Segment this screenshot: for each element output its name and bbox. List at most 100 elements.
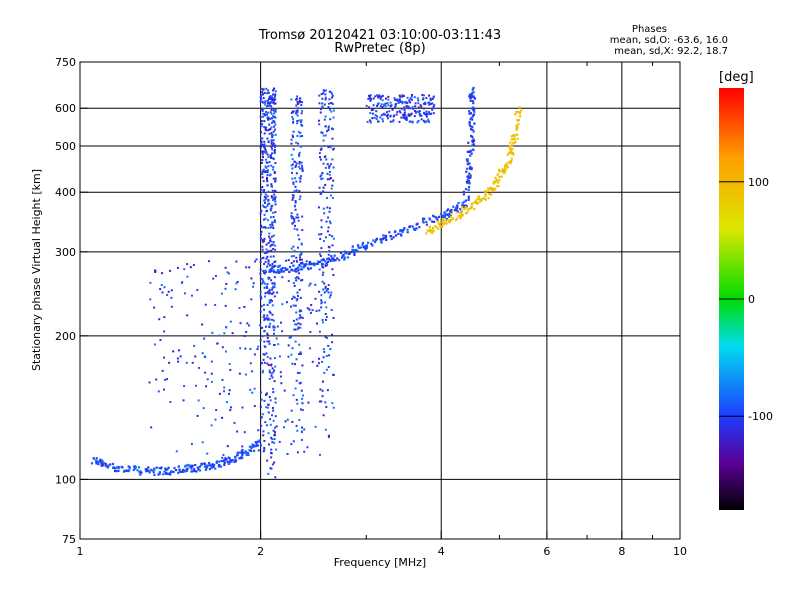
data-point [253,353,256,356]
data-point [272,255,275,258]
data-point [461,206,464,209]
data-point [331,257,334,260]
data-point [299,195,302,198]
data-point [457,201,460,205]
data-point [471,125,474,128]
data-point [290,111,293,114]
data-point [280,270,283,273]
data-point [328,258,331,261]
data-point [477,195,480,198]
colorbar-tick-label: -100 [748,410,773,423]
data-point [262,115,265,118]
data-point [517,123,520,126]
data-point [140,471,143,474]
data-point [245,373,248,376]
data-point [472,108,475,111]
data-point [266,184,269,187]
data-point [407,113,410,116]
data-point [180,281,183,284]
data-point [261,150,264,153]
data-point [466,208,469,211]
data-point [330,187,333,190]
data-point [324,428,327,431]
data-point [492,187,495,190]
data-point [514,113,517,116]
data-point [300,389,303,392]
data-point [468,207,471,210]
data-point [260,142,263,145]
data-point [467,188,470,191]
data-point [459,217,462,220]
data-point [261,335,264,338]
data-point [268,340,271,343]
data-point [320,191,323,194]
data-point [212,277,215,280]
data-point [204,468,208,471]
data-point [400,107,403,110]
data-point [509,160,512,163]
data-point [454,218,458,222]
data-point [320,294,323,297]
data-point [300,145,303,148]
data-point [361,241,365,245]
data-point [226,271,229,274]
data-point [501,170,505,173]
data-point [269,209,272,212]
data-point [292,196,295,199]
data-point [381,120,384,123]
data-point [330,255,333,258]
data-point [459,213,462,216]
data-point [147,466,150,469]
data-point [443,214,447,217]
data-point [255,258,258,261]
data-point [300,121,303,124]
data-point [262,156,265,159]
data-point [449,210,452,213]
data-point [435,226,438,229]
data-point [417,102,420,105]
data-point [300,112,303,115]
data-point [514,141,517,144]
data-point [267,403,270,406]
data-point [429,218,432,221]
data-point [262,218,265,221]
data-point [425,120,428,123]
data-point [302,266,305,269]
data-point [401,230,404,234]
data-point [326,336,329,339]
data-point [322,414,325,417]
data-point [406,231,409,234]
data-point [196,289,199,292]
data-point [260,143,263,146]
data-point [266,195,269,198]
data-point [261,109,264,112]
data-point [422,94,425,97]
data-point [301,316,304,319]
data-point [321,97,324,100]
data-point [273,97,276,100]
data-point [324,312,327,315]
data-point [331,268,334,271]
data-point [393,97,396,100]
data-point [194,463,197,467]
data-point [291,163,294,166]
data-point [320,262,323,265]
data-point [175,468,178,472]
data-point [301,278,304,281]
data-point [315,262,318,266]
data-point [181,468,185,471]
data-point [169,401,172,404]
data-point [318,400,321,403]
data-point [297,219,300,222]
data-point [389,101,392,104]
data-point [290,153,293,156]
data-point [263,213,266,216]
plot-frame [79,61,681,540]
data-point [322,263,325,266]
data-point [384,97,387,100]
data-point [472,139,476,143]
data-point [257,440,260,444]
data-point [473,207,476,211]
data-point [377,120,380,123]
data-point [272,139,275,142]
